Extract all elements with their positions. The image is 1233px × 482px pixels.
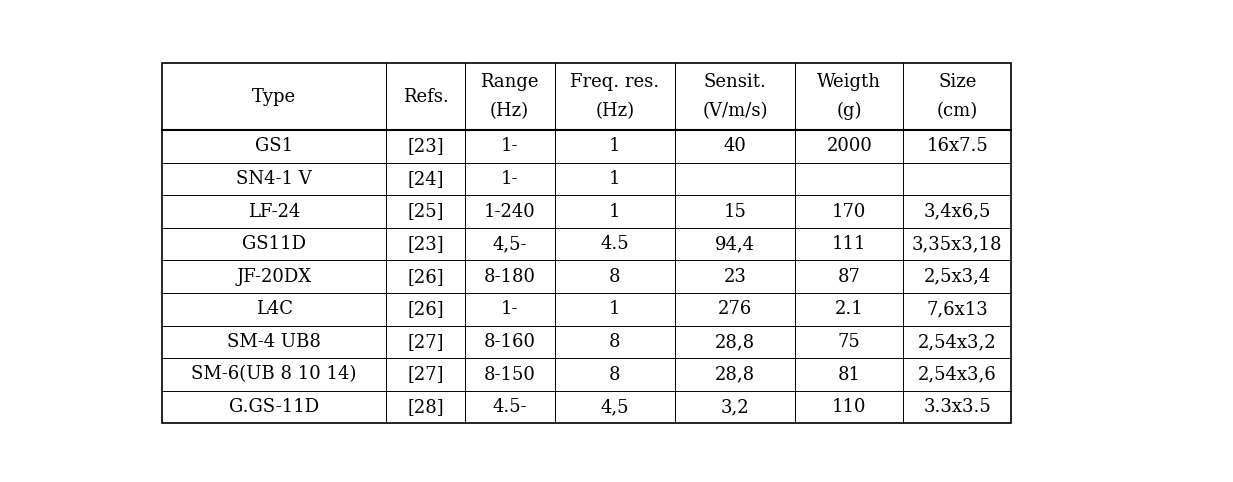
Text: 1-: 1- <box>501 137 518 155</box>
Text: Refs.: Refs. <box>403 88 449 106</box>
Text: 8: 8 <box>609 365 620 384</box>
Text: 8: 8 <box>609 333 620 351</box>
Text: (V/m/s): (V/m/s) <box>703 102 768 120</box>
Text: 3,35x3,18: 3,35x3,18 <box>912 235 1002 253</box>
Text: 40: 40 <box>724 137 746 155</box>
Text: Size: Size <box>938 73 977 91</box>
Text: 75: 75 <box>838 333 861 351</box>
Text: (g): (g) <box>836 102 862 120</box>
Text: 2,54x3,2: 2,54x3,2 <box>919 333 996 351</box>
Text: GS1: GS1 <box>255 137 293 155</box>
Text: Range: Range <box>481 73 539 91</box>
Text: 110: 110 <box>832 398 867 416</box>
Text: 3.3x3.5: 3.3x3.5 <box>924 398 991 416</box>
Text: 2,54x3,6: 2,54x3,6 <box>917 365 996 384</box>
Text: 7,6x13: 7,6x13 <box>926 300 988 318</box>
Text: L4C: L4C <box>255 300 292 318</box>
Text: 2.1: 2.1 <box>835 300 863 318</box>
Text: 1-240: 1-240 <box>483 202 535 220</box>
Text: 15: 15 <box>724 202 746 220</box>
Text: Weigth: Weigth <box>817 73 882 91</box>
Text: 8: 8 <box>609 268 620 286</box>
Text: (cm): (cm) <box>937 102 978 120</box>
Text: 3,2: 3,2 <box>721 398 750 416</box>
Text: (Hz): (Hz) <box>596 102 634 120</box>
Text: SN4-1 V: SN4-1 V <box>237 170 312 188</box>
Text: 8-160: 8-160 <box>483 333 535 351</box>
Text: GS11D: GS11D <box>242 235 306 253</box>
Text: 2,5x3,4: 2,5x3,4 <box>924 268 991 286</box>
Text: 8-150: 8-150 <box>483 365 535 384</box>
Text: [24]: [24] <box>407 170 444 188</box>
Text: JF-20DX: JF-20DX <box>237 268 312 286</box>
Text: [27]: [27] <box>407 333 444 351</box>
Text: [23]: [23] <box>407 137 444 155</box>
Text: 1: 1 <box>609 137 620 155</box>
Text: 16x7.5: 16x7.5 <box>926 137 988 155</box>
Text: 4,5: 4,5 <box>600 398 629 416</box>
Text: 1: 1 <box>609 170 620 188</box>
Text: [26]: [26] <box>407 268 444 286</box>
Text: 87: 87 <box>838 268 861 286</box>
Text: 4.5-: 4.5- <box>492 398 526 416</box>
Text: 111: 111 <box>832 235 867 253</box>
Text: 3,4x6,5: 3,4x6,5 <box>924 202 991 220</box>
Text: [28]: [28] <box>407 398 444 416</box>
Text: SM-6(UB 8 10 14): SM-6(UB 8 10 14) <box>191 365 356 384</box>
Text: G.GS-11D: G.GS-11D <box>229 398 319 416</box>
Text: 81: 81 <box>837 365 861 384</box>
Text: [26]: [26] <box>407 300 444 318</box>
Text: SM-4 UB8: SM-4 UB8 <box>227 333 321 351</box>
Text: 1-: 1- <box>501 300 518 318</box>
Text: 23: 23 <box>724 268 746 286</box>
Text: 276: 276 <box>718 300 752 318</box>
Bar <box>162 64 1011 423</box>
Text: Type: Type <box>252 88 296 106</box>
Text: 170: 170 <box>832 202 867 220</box>
Text: 94,4: 94,4 <box>715 235 755 253</box>
Text: [23]: [23] <box>407 235 444 253</box>
Text: Sensit.: Sensit. <box>704 73 767 91</box>
Text: Freq. res.: Freq. res. <box>570 73 660 91</box>
Text: 4.5: 4.5 <box>600 235 629 253</box>
Text: 2000: 2000 <box>826 137 872 155</box>
Text: 28,8: 28,8 <box>715 365 755 384</box>
Text: [27]: [27] <box>407 365 444 384</box>
Text: 1-: 1- <box>501 170 518 188</box>
Text: (Hz): (Hz) <box>490 102 529 120</box>
Text: 1: 1 <box>609 300 620 318</box>
Text: 8-180: 8-180 <box>483 268 535 286</box>
Text: LF-24: LF-24 <box>248 202 301 220</box>
Text: [25]: [25] <box>407 202 444 220</box>
Text: 4,5-: 4,5- <box>492 235 526 253</box>
Text: 1: 1 <box>609 202 620 220</box>
Text: 28,8: 28,8 <box>715 333 755 351</box>
